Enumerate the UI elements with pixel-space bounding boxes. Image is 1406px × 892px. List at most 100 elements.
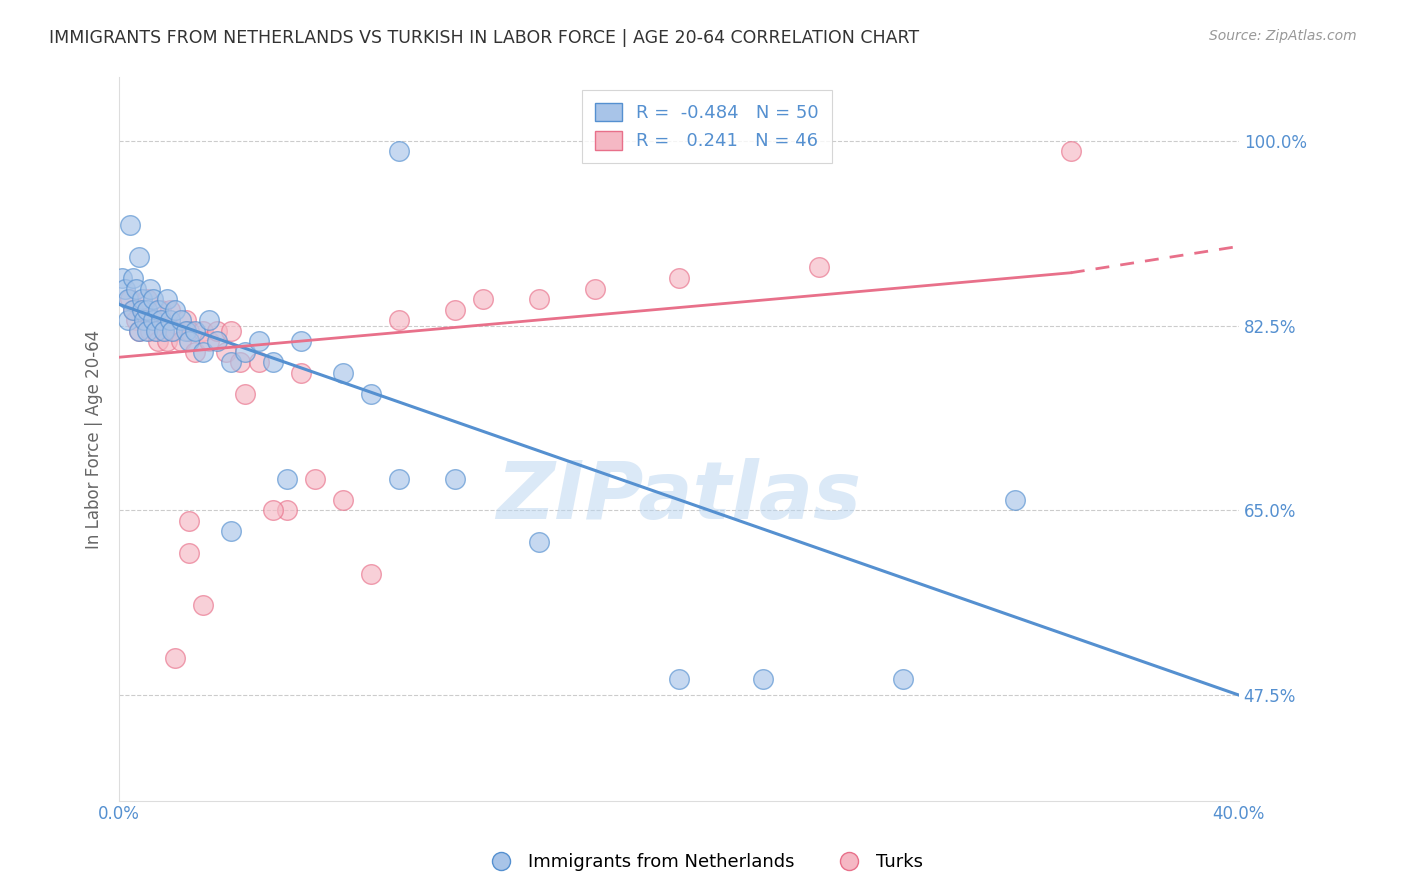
Point	[139, 324, 162, 338]
Point	[214, 345, 236, 359]
Point	[150, 302, 173, 317]
Point	[219, 324, 242, 338]
Point	[142, 313, 165, 327]
Text: Source: ZipAtlas.com: Source: ZipAtlas.com	[1209, 29, 1357, 43]
Point	[583, 282, 606, 296]
Point	[170, 334, 193, 349]
Point	[444, 472, 467, 486]
Point	[176, 313, 198, 327]
Point	[807, 260, 830, 275]
Point	[176, 324, 198, 338]
Legend: Immigrants from Netherlands, Turks: Immigrants from Netherlands, Turks	[475, 847, 931, 879]
Point	[142, 292, 165, 306]
Point	[120, 292, 142, 306]
Point	[891, 672, 914, 686]
Point	[165, 302, 187, 317]
Point	[388, 313, 411, 327]
Point	[193, 324, 215, 338]
Point	[207, 324, 229, 338]
Point	[159, 302, 181, 317]
Point	[150, 313, 173, 327]
Point	[165, 324, 187, 338]
Point	[153, 324, 176, 338]
Legend: R =  -0.484   N = 50, R =   0.241   N = 46: R = -0.484 N = 50, R = 0.241 N = 46	[582, 90, 832, 163]
Point	[207, 334, 229, 349]
Point	[198, 334, 221, 349]
Point	[360, 566, 382, 581]
Point	[1060, 145, 1083, 159]
Point	[122, 271, 145, 285]
Point	[360, 387, 382, 401]
Point	[128, 324, 150, 338]
Point	[145, 324, 167, 338]
Point	[304, 472, 326, 486]
Point	[527, 292, 550, 306]
Point	[247, 334, 270, 349]
Point	[276, 472, 298, 486]
Point	[388, 145, 411, 159]
Point	[117, 313, 139, 327]
Point	[128, 324, 150, 338]
Point	[527, 535, 550, 549]
Point	[142, 313, 165, 327]
Point	[145, 324, 167, 338]
Point	[179, 334, 201, 349]
Point	[179, 324, 201, 338]
Point	[131, 292, 153, 306]
Point	[444, 302, 467, 317]
Point	[139, 282, 162, 296]
Point	[668, 271, 690, 285]
Point	[156, 292, 179, 306]
Point	[752, 672, 775, 686]
Point	[290, 366, 312, 380]
Point	[233, 387, 256, 401]
Point	[193, 599, 215, 613]
Point	[120, 219, 142, 233]
Point	[165, 651, 187, 665]
Point	[276, 503, 298, 517]
Point	[184, 345, 207, 359]
Point	[228, 355, 250, 369]
Point	[117, 292, 139, 306]
Point	[148, 334, 170, 349]
Point	[128, 250, 150, 264]
Point	[219, 355, 242, 369]
Point	[472, 292, 495, 306]
Point	[219, 524, 242, 539]
Point	[262, 503, 284, 517]
Y-axis label: In Labor Force | Age 20-64: In Labor Force | Age 20-64	[86, 329, 103, 549]
Text: ZIPatlas: ZIPatlas	[496, 458, 862, 536]
Point	[184, 324, 207, 338]
Point	[159, 313, 181, 327]
Point	[122, 302, 145, 317]
Point	[131, 302, 153, 317]
Point	[1004, 492, 1026, 507]
Point	[179, 545, 201, 559]
Point	[247, 355, 270, 369]
Point	[162, 324, 184, 338]
Point	[148, 302, 170, 317]
Text: IMMIGRANTS FROM NETHERLANDS VS TURKISH IN LABOR FORCE | AGE 20-64 CORRELATION CH: IMMIGRANTS FROM NETHERLANDS VS TURKISH I…	[49, 29, 920, 46]
Point	[179, 514, 201, 528]
Point	[290, 334, 312, 349]
Point	[136, 292, 159, 306]
Point	[125, 313, 148, 327]
Point	[198, 313, 221, 327]
Point	[193, 345, 215, 359]
Point	[125, 282, 148, 296]
Point	[136, 324, 159, 338]
Point	[131, 302, 153, 317]
Point	[136, 302, 159, 317]
Point	[332, 492, 354, 507]
Point	[233, 345, 256, 359]
Point	[114, 282, 136, 296]
Point	[262, 355, 284, 369]
Point	[153, 324, 176, 338]
Point	[332, 366, 354, 380]
Point	[134, 313, 156, 327]
Point	[170, 313, 193, 327]
Point	[122, 302, 145, 317]
Point	[388, 472, 411, 486]
Point	[134, 313, 156, 327]
Point	[156, 334, 179, 349]
